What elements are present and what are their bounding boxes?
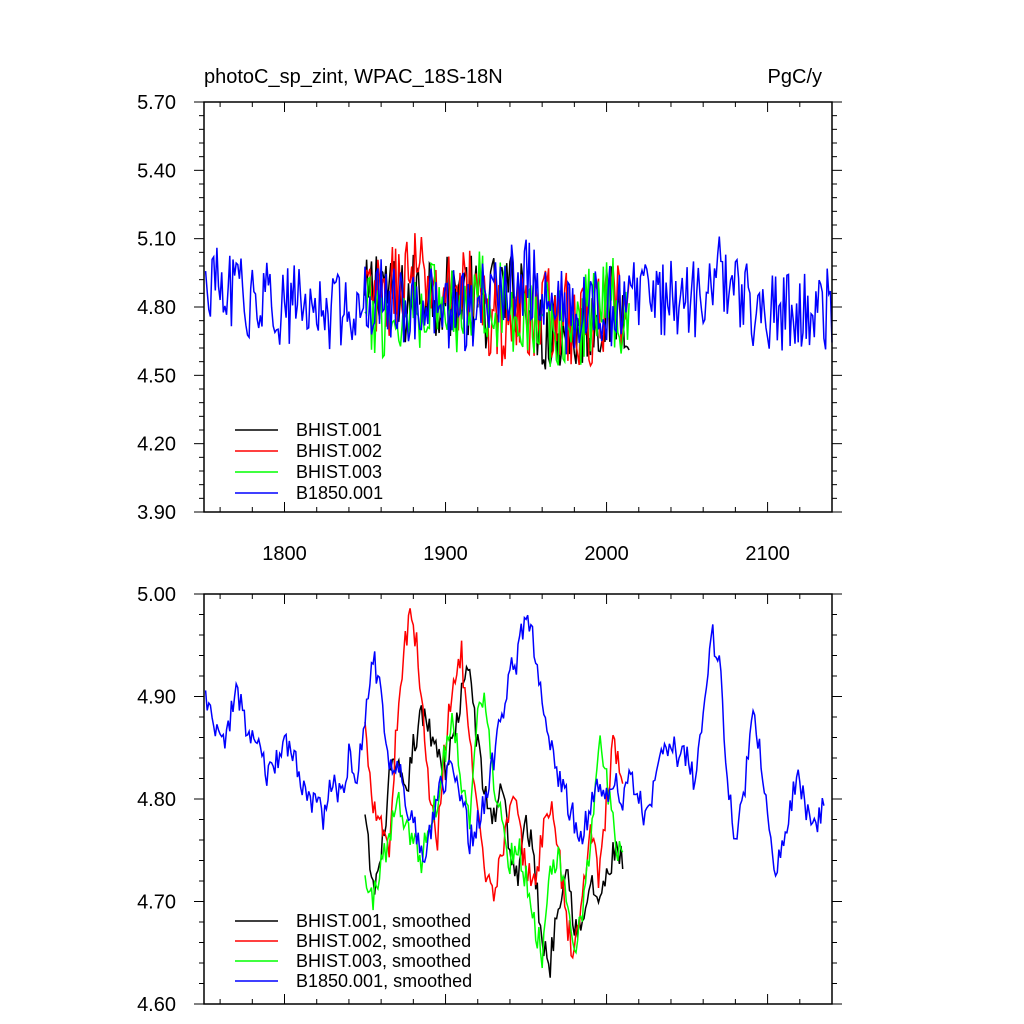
legend-label: BHIST.001 [296, 420, 382, 440]
x-tick-label: 2100 [745, 543, 790, 565]
series-line-b1850-001 [204, 236, 833, 355]
top-title-right: PgC/y [768, 66, 822, 88]
legend-label: BHIST.002 [296, 441, 382, 461]
top-title-left: photoC_sp_zint, WPAC_18S-18N [204, 66, 503, 88]
legend-label: BHIST.001, smoothed [296, 911, 471, 931]
x-tick-label: 1900 [423, 543, 468, 565]
series-line-bhist-003-smoothed [364, 692, 624, 969]
y-tick-label: 5.40 [137, 160, 176, 182]
y-tick-label: 5.70 [137, 92, 176, 114]
x-tick-label: 1800 [262, 543, 307, 565]
legend-label: BHIST.003 [296, 462, 382, 482]
y-tick-label: 5.00 [137, 584, 176, 606]
y-tick-label: 4.80 [137, 297, 176, 319]
y-tick-label: 5.10 [137, 229, 176, 251]
y-tick-label: 3.90 [137, 502, 176, 524]
bottom-panel: 4.60 4.70 4.80 4.90 5.00 BHIST.001, smoothed… [137, 584, 842, 1016]
y-tick-label: 4.90 [137, 687, 176, 709]
legend-label: BHIST.003, smoothed [296, 951, 471, 971]
top-axis-ticks: 1800 1900 2000 2100 3.90 4.20 4.50 4.80 5.10 5.40… [137, 92, 842, 565]
series-line-b1850-001-smoothed [204, 614, 825, 878]
legend-label: B1850.001 [296, 483, 383, 503]
y-tick-label: 4.70 [137, 892, 176, 914]
bottom-axis-ticks: 4.60 4.70 4.80 4.90 5.00 [137, 584, 842, 1016]
y-tick-label: 4.60 [137, 994, 176, 1016]
bottom-plot-area [204, 608, 825, 978]
legend-label: BHIST.002, smoothed [296, 931, 471, 951]
y-tick-label: 4.80 [137, 789, 176, 811]
y-tick-label: 4.50 [137, 365, 176, 387]
legend-label: B1850.001, smoothed [296, 971, 472, 991]
top-panel: photoC_sp_zint, WPAC_18S-18N PgC/y 1800 1… [137, 66, 842, 565]
x-tick-label: 2000 [584, 543, 629, 565]
y-tick-label: 4.20 [137, 434, 176, 456]
top-plot-area [204, 233, 833, 370]
